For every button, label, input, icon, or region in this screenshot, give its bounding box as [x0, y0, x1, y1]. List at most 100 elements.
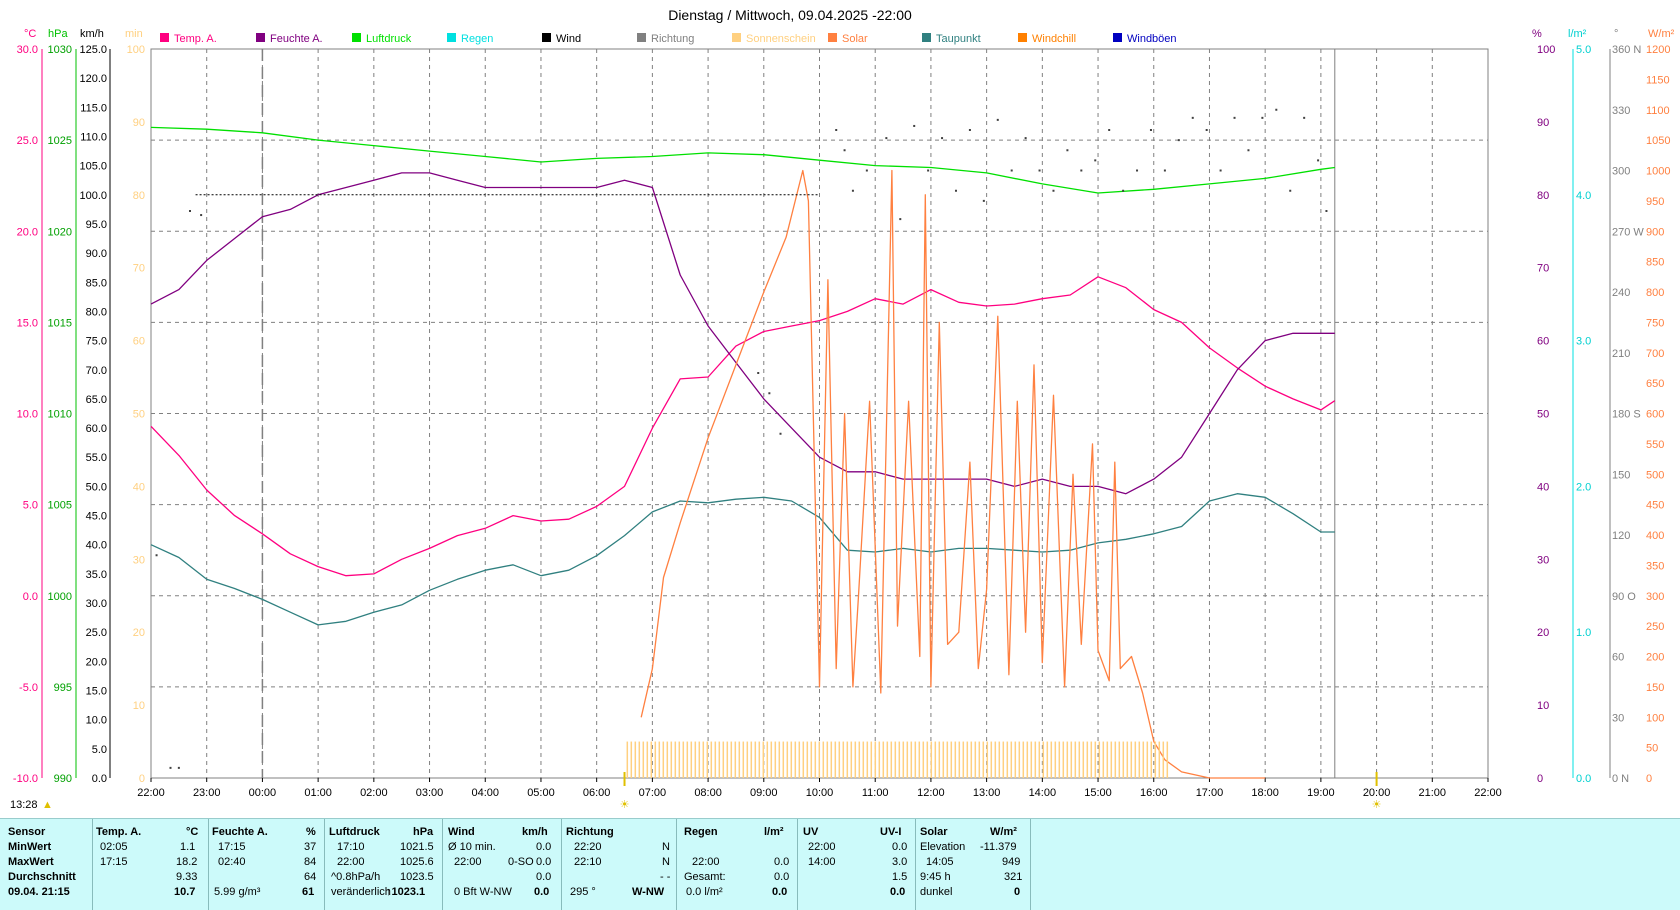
wind-tick-label: 50.0 [86, 481, 107, 493]
humidity-tick-label: 80 [1537, 190, 1549, 202]
temp-tick-label: 20.0 [17, 226, 38, 238]
wind-tick-label: 40.0 [86, 540, 107, 552]
stats-pressure-avg: 1023.5 [400, 871, 434, 883]
solar-unit-label: W/m² [1648, 28, 1675, 40]
direction-point [757, 372, 760, 374]
direction-point [865, 169, 868, 172]
stats-rain-rate: 0.0 l/m² [686, 886, 723, 898]
solar-tick-label: 550 [1646, 439, 1664, 451]
direction-tick-label: 120 [1612, 530, 1630, 542]
wind-tick-label: 90.0 [86, 248, 107, 260]
stats-humidity-max: 84 [304, 856, 317, 868]
stats-solar-current: 0 [1014, 886, 1021, 898]
direction-point [1149, 129, 1152, 131]
stats-humidity-header: Feuchte A. [212, 826, 268, 838]
direction-point [200, 214, 203, 217]
x-tick-label: 16:00 [1140, 787, 1168, 799]
corner-time: 13:28 [10, 799, 38, 811]
direction-point [835, 129, 838, 131]
rain-tick-label: 4.0 [1576, 190, 1591, 202]
direction-point [188, 210, 191, 212]
stats-separator [324, 819, 325, 910]
series-layer [150, 108, 1336, 779]
direction-point [779, 432, 782, 435]
stats-sensor-header: Sensor [8, 826, 46, 838]
current-time-arrow: ▲ [42, 799, 53, 811]
humidity-tick-label: 70 [1537, 263, 1549, 275]
solar-tick-label: 350 [1646, 560, 1664, 572]
stats-direction-time1: 22:20 [574, 841, 602, 853]
stats-humidity-avg: 64 [304, 871, 317, 883]
stats-solar-avg: 321 [1004, 871, 1023, 883]
direction-point [851, 189, 854, 192]
legend-swatch [828, 33, 837, 42]
stats-humidity-min: 37 [304, 841, 317, 853]
stats-pressure-current: ↑1023.1 [386, 886, 426, 898]
solar-tick-label: 1050 [1646, 135, 1670, 147]
stats-rain-total: 0.0 [774, 871, 790, 883]
wind-tick-label: 100.0 [79, 190, 107, 202]
legend-label: Sonnenschein [746, 33, 816, 45]
direction-point [1205, 129, 1208, 131]
stats-temp-min: 1.1 [180, 841, 196, 853]
direction-point [1080, 169, 1083, 172]
solar-tick-label: 450 [1646, 500, 1664, 512]
stats-solar-header: Solar [920, 826, 948, 838]
direction-point [169, 766, 172, 769]
x-tick-label: 03:00 [416, 787, 444, 799]
stats-separator [676, 819, 677, 910]
solar-tick-label: 1000 [1646, 166, 1670, 178]
direction-tick-label: 150 [1612, 469, 1630, 481]
pressure-unit-label: hPa [48, 28, 68, 40]
sunshine-tick-label: 70 [133, 263, 145, 275]
solar-tick-label: 1200 [1646, 44, 1670, 56]
wind-tick-label: 35.0 [86, 569, 107, 581]
solar-tick-label: 500 [1646, 469, 1664, 481]
wind-tick-label: 25.0 [86, 627, 107, 639]
x-tick-label: 06:00 [583, 787, 611, 799]
stats-uv-header: UV [803, 826, 819, 838]
x-tick-label: 13:00 [973, 787, 1001, 799]
wind-tick-label: 20.0 [86, 656, 107, 668]
direction-point [913, 124, 916, 127]
solar-line [640, 169, 1266, 779]
stats-uv-unit: UV-I [880, 826, 902, 838]
rain-tick-label: 3.0 [1576, 336, 1591, 348]
stats-separator [1030, 819, 1031, 910]
direction-tick-label: 30 [1612, 712, 1624, 724]
x-tick-label: 08:00 [694, 787, 722, 799]
sunrise-icon: ☀ [620, 799, 630, 811]
legend-swatch [160, 33, 169, 42]
x-tick-label: 02:00 [360, 787, 388, 799]
stats-direction-deg: 295 ° [570, 886, 596, 898]
stats-uv-avg: 1.5 [892, 871, 908, 883]
sunshine-tick-label: 80 [133, 190, 145, 202]
stats-solar-max: 949 [1002, 856, 1021, 868]
stats-row-max: MaxWert [8, 856, 54, 868]
pressure-tick-label: 990 [54, 773, 72, 785]
stats-solar-elev: -11.379 [980, 841, 1017, 853]
stats-wind-header: Wind [448, 826, 475, 838]
legend-label: Taupunkt [936, 33, 981, 45]
humidity-tick-label: 50 [1537, 409, 1549, 421]
solar-tick-label: 150 [1646, 682, 1664, 694]
temperature-line [150, 276, 1336, 577]
temp-tick-label: -5.0 [19, 682, 38, 694]
direction-point [1325, 210, 1328, 212]
direction-point [1233, 116, 1236, 119]
direction-tick-label: 180 S [1612, 409, 1641, 421]
temp-tick-label: 15.0 [17, 317, 38, 329]
stats-pressure-trend: ^0.8hPa/h [331, 871, 381, 883]
solar-tick-label: 200 [1646, 652, 1664, 664]
pressure-tick-label: 1005 [48, 500, 72, 512]
wind-tick-label: 95.0 [86, 219, 107, 231]
solar-tick-label: 700 [1646, 348, 1664, 360]
x-tick-label: 12:00 [917, 787, 945, 799]
temp-tick-label: 10.0 [17, 409, 38, 421]
stats-separator [797, 819, 798, 910]
solar-tick-label: 750 [1646, 317, 1664, 329]
x-tick-label: 04:00 [471, 787, 499, 799]
direction-tick-label: 240 [1612, 287, 1630, 299]
stats-pressure-state: veränderlich [331, 886, 391, 898]
rain-tick-label: 0.0 [1576, 773, 1591, 785]
